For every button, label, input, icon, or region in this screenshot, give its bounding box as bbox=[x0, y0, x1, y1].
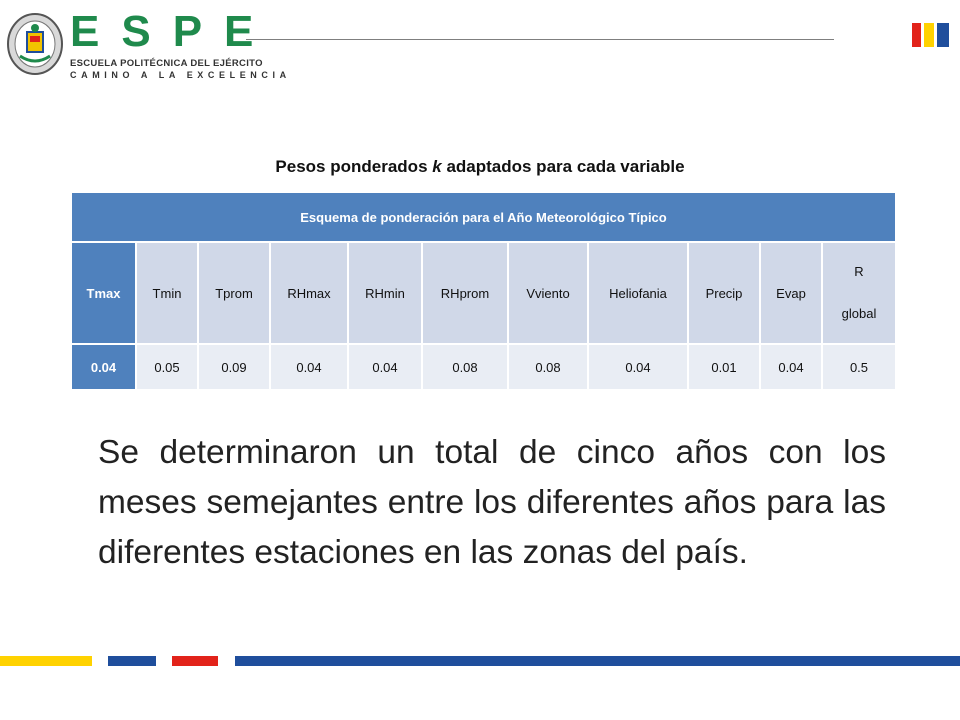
table-title: Esquema de ponderación para el Año Meteo… bbox=[72, 193, 897, 243]
table-cell: 0.04 bbox=[588, 344, 689, 391]
column-header: Tmax bbox=[72, 242, 137, 345]
column-header: Tprom bbox=[198, 242, 271, 345]
body-paragraph: Se determinaron un total de cinco años c… bbox=[98, 434, 886, 571]
weights-table: Esquema de ponderación para el Año Meteo… bbox=[72, 193, 897, 391]
table-cell: 0.08 bbox=[508, 344, 589, 391]
table-cell: 0.08 bbox=[422, 344, 509, 391]
table-caption: Pesos ponderados k adaptados para cada v… bbox=[275, 157, 685, 176]
table-cell: 0.09 bbox=[198, 344, 271, 391]
table-cell: 0.04 bbox=[760, 344, 823, 391]
column-header: RHmax bbox=[270, 242, 349, 345]
table-cell: 0.04 bbox=[348, 344, 423, 391]
column-header: Vviento bbox=[508, 242, 589, 345]
brand-wordmark: ESPE bbox=[70, 7, 276, 56]
column-header: RHprom bbox=[422, 242, 509, 345]
institution-name: ESCUELA POLITÉCNICA DEL EJÉRCITO bbox=[70, 58, 263, 69]
column-header: Evap bbox=[760, 242, 823, 345]
column-header: Precip bbox=[688, 242, 761, 345]
table-cell: 0.05 bbox=[136, 344, 199, 391]
column-header: Heliofania bbox=[588, 242, 689, 345]
column-header: Tmin bbox=[136, 242, 199, 345]
table-cell: 0.04 bbox=[270, 344, 349, 391]
table-cell: 0.04 bbox=[72, 344, 137, 391]
motto: CAMINO A LA EXCELENCIA bbox=[70, 70, 291, 80]
header-divider bbox=[246, 39, 834, 40]
table-cell: 0.5 bbox=[822, 344, 897, 391]
table-cell: 0.01 bbox=[688, 344, 761, 391]
espe-logo: ESPE ESCUELA POLITÉCNICA DEL EJÉRCITO CA… bbox=[6, 8, 286, 80]
column-header: RHmin bbox=[348, 242, 423, 345]
espe-seal-icon bbox=[7, 13, 63, 75]
